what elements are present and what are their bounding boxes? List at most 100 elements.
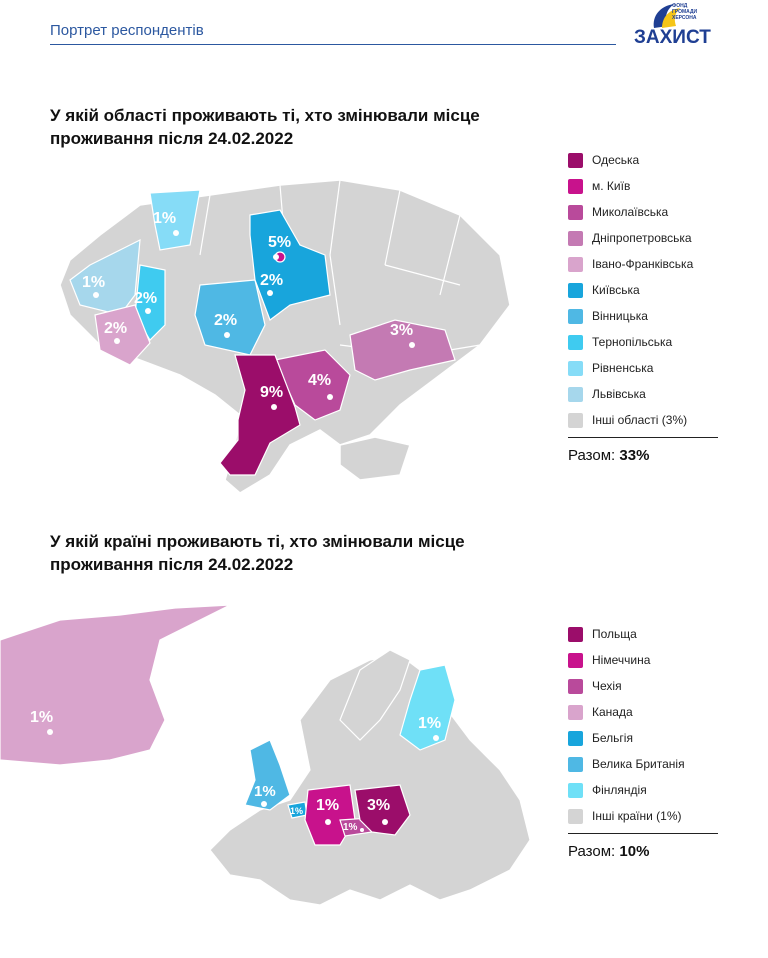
regions-legend-item: Вінницька bbox=[568, 303, 718, 329]
logo-emblem-icon bbox=[653, 4, 680, 28]
regions-legend-swatch bbox=[568, 204, 583, 220]
countries-legend-item: Бельгія bbox=[568, 725, 718, 751]
regions-legend-swatch bbox=[568, 412, 583, 428]
regions-legend-label: Київська bbox=[592, 283, 640, 297]
region-labels: 5% 2% 2% 2% 2% 1% 1% 4% 3% 9% bbox=[82, 210, 413, 401]
countries-legend-label: Інші країни (1%) bbox=[592, 809, 682, 823]
country-canada bbox=[0, 604, 231, 766]
crimea-shape bbox=[339, 436, 411, 481]
countries-legend-swatch bbox=[568, 730, 583, 746]
regions-legend-item: Рівненська bbox=[568, 355, 718, 381]
countries-legend-swatch bbox=[568, 652, 583, 668]
country-labels: 1% 1% 1% 1% 1% 1% 3% bbox=[30, 709, 441, 833]
regions-legend-swatch bbox=[568, 178, 583, 194]
countries-legend-item: Фінляндія bbox=[568, 777, 718, 803]
regions-legend-item: м. Київ bbox=[568, 173, 718, 199]
countries-legend-label: Фінляндія bbox=[592, 783, 647, 797]
label-poland: 3% bbox=[367, 797, 390, 814]
header-divider bbox=[50, 44, 616, 45]
regions-legend-item: Івано-Франківська bbox=[568, 251, 718, 277]
brand-logo bbox=[630, 2, 722, 50]
countries-legend-label: Польща bbox=[592, 627, 637, 641]
regions-legend-item: Одеська bbox=[568, 147, 718, 173]
countries-legend-item: Інші країни (1%) bbox=[568, 803, 718, 829]
country-poland bbox=[354, 784, 411, 836]
label-belgium: 1% bbox=[290, 806, 303, 816]
countries-legend-label: Чехія bbox=[592, 679, 622, 693]
label-czechia: 1% bbox=[343, 822, 358, 833]
label-ternopilska: 2% bbox=[134, 290, 157, 307]
countries-legend-label: Велика Британія bbox=[592, 757, 685, 771]
label-vinnytska: 2% bbox=[214, 312, 237, 329]
countries-total: Разом: 10% bbox=[568, 833, 718, 860]
countries-legend-item: Польща bbox=[568, 621, 718, 647]
regions-legend-swatch bbox=[568, 230, 583, 246]
label-odeska: 9% bbox=[260, 384, 283, 401]
label-mykolaivska: 4% bbox=[308, 372, 331, 389]
regions-legend-label: Івано-Франківська bbox=[592, 257, 694, 271]
regions-total-label: Разом: bbox=[568, 447, 616, 464]
regions-legend-item: Тернопільська bbox=[568, 329, 718, 355]
regions-legend-label: Миколаївська bbox=[592, 205, 669, 219]
regions-legend-label: Рівненська bbox=[592, 361, 654, 375]
label-dnipro: 3% bbox=[390, 322, 413, 339]
regions-legend-item: Миколаївська bbox=[568, 199, 718, 225]
countries-legend-label: Німеччина bbox=[592, 653, 651, 667]
countries-legend-swatch bbox=[568, 678, 583, 694]
logo-wordmark: ЗАХИСТ bbox=[634, 27, 711, 48]
regions-legend-swatch bbox=[568, 308, 583, 324]
countries-total-value: 10% bbox=[619, 843, 650, 860]
region-markers bbox=[93, 230, 415, 410]
regions-legend-swatch bbox=[568, 386, 583, 402]
label-kyiv-city: 5% bbox=[268, 234, 291, 251]
countries-legend-swatch bbox=[568, 756, 583, 772]
label-lvivska: 1% bbox=[82, 274, 105, 291]
question-countries-title: У якій країні проживають ті, хто змінюва… bbox=[50, 532, 465, 574]
countries-legend-swatch bbox=[568, 626, 583, 642]
label-rivnenska: 1% bbox=[153, 210, 176, 227]
question-regions-title: У якій області проживають ті, хто змінюв… bbox=[50, 106, 480, 148]
regions-legend-label: Інші області (3%) bbox=[592, 413, 688, 427]
regions-total: Разом: 33% bbox=[568, 437, 718, 464]
regions-legend-label: Одеська bbox=[592, 153, 640, 167]
regions-legend-label: Вінницька bbox=[592, 309, 648, 323]
page-header-title: Портрет респондентів bbox=[50, 22, 204, 39]
label-kyivska: 2% bbox=[260, 272, 283, 289]
label-uk: 1% bbox=[254, 783, 276, 800]
europe-countries-map: 1% 1% 1% 1% 1% 1% 3% bbox=[0, 604, 531, 906]
regions-legend: Одеська м. Київ Миколаївська Дніпропетровсь… bbox=[568, 147, 718, 464]
regions-legend-swatch bbox=[568, 360, 583, 376]
regions-legend-item: Дніпропетровська bbox=[568, 225, 718, 251]
regions-total-value: 33% bbox=[619, 447, 650, 464]
country-uk bbox=[244, 739, 291, 811]
label-canada: 1% bbox=[30, 709, 53, 726]
country-finland bbox=[399, 664, 456, 751]
region-mykolaivska bbox=[274, 349, 351, 421]
region-dnipro bbox=[349, 319, 456, 381]
countries-legend-item: Велика Британія bbox=[568, 751, 718, 777]
regions-legend-item: Львівська bbox=[568, 381, 718, 407]
region-rivnenska bbox=[149, 189, 201, 251]
label-finland: 1% bbox=[418, 715, 441, 732]
countries-legend-swatch bbox=[568, 704, 583, 720]
scandinavia-shape bbox=[339, 649, 411, 741]
logo-small-text: ФОНД ГРОМАДИ ХЕРСОНА bbox=[672, 3, 698, 21]
regions-legend-swatch bbox=[568, 256, 583, 272]
countries-legend-label: Бельгія bbox=[592, 731, 633, 745]
regions-legend-item: Інші області (3%) bbox=[568, 407, 718, 433]
regions-legend-label: м. Київ bbox=[592, 179, 631, 193]
countries-legend-item: Німеччина bbox=[568, 647, 718, 673]
regions-legend-label: Тернопільська bbox=[592, 335, 673, 349]
regions-legend-swatch bbox=[568, 334, 583, 350]
countries-total-label: Разом: bbox=[568, 843, 616, 860]
countries-legend-swatch bbox=[568, 808, 583, 824]
regions-legend-label: Львівська bbox=[592, 387, 646, 401]
countries-legend-item: Канада bbox=[568, 699, 718, 725]
regions-legend-item: Київська bbox=[568, 277, 718, 303]
ukraine-regions-map: 5% 2% 2% 2% 2% 1% 1% 4% 3% 9% bbox=[59, 179, 511, 494]
label-ivano: 2% bbox=[104, 320, 127, 337]
regions-legend-swatch bbox=[568, 152, 583, 168]
countries-legend-label: Канада bbox=[592, 705, 633, 719]
countries-legend: Польща Німеччина Чехія Канада Бельгія Велика … bbox=[568, 621, 718, 860]
region-odeska bbox=[219, 354, 301, 476]
